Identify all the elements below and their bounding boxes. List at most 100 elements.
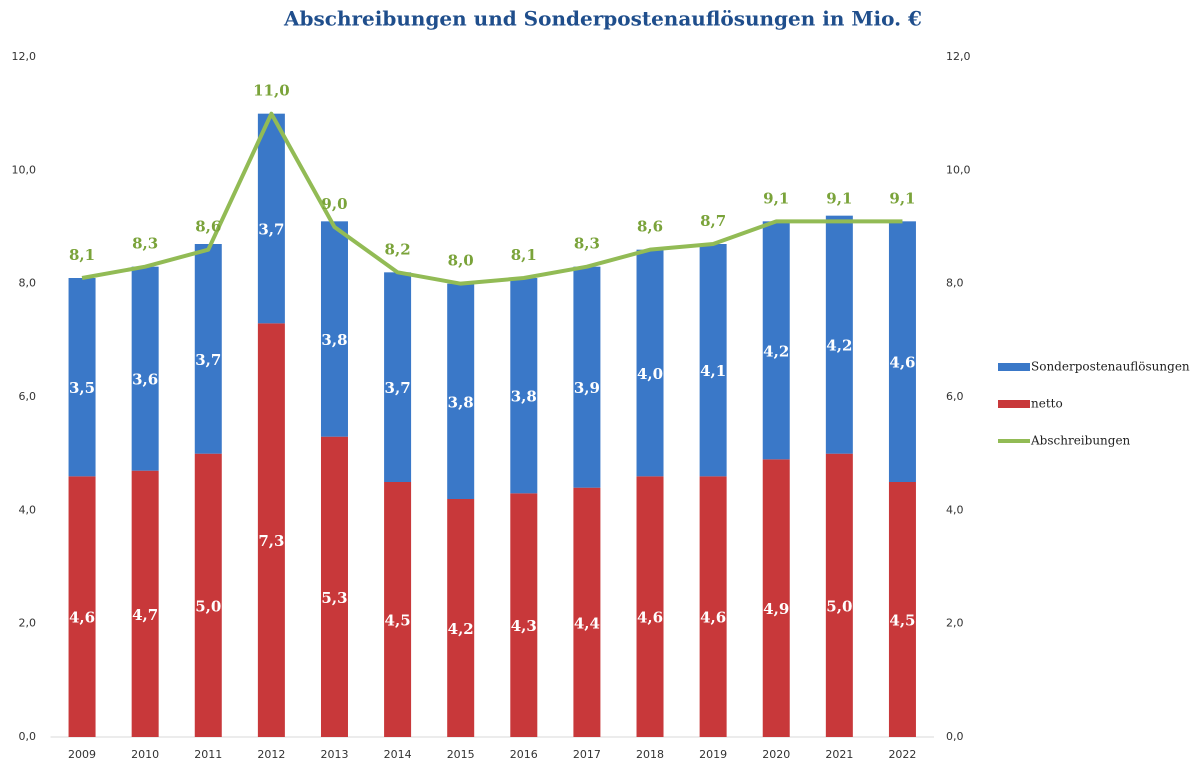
y2-tick-label: 8,0 — [946, 277, 964, 290]
line-value-label: 8,1 — [69, 246, 95, 264]
bar-value-label: 4,5 — [385, 612, 411, 630]
bar-segment — [447, 499, 475, 737]
bar-segment — [194, 453, 222, 737]
bar-value-label: 7,3 — [258, 532, 284, 550]
line-value-label: 8,1 — [511, 246, 537, 264]
legend-label: Sonderpostenauflösungen — [1031, 360, 1190, 374]
bar-value-label: 3,6 — [132, 371, 158, 389]
y-tick-label: 6,0 — [19, 390, 37, 403]
legend-swatch — [998, 363, 1030, 371]
bar-segment — [510, 493, 538, 737]
bar-segment — [573, 487, 601, 737]
bar-segment — [194, 244, 222, 454]
bar-value-label: 4,2 — [448, 620, 474, 638]
bar-value-label: 5,0 — [195, 597, 221, 615]
y-tick-label: 10,0 — [12, 163, 37, 176]
bar-segment — [257, 113, 285, 324]
line-value-label: 8,6 — [637, 218, 663, 236]
bar-segment — [888, 221, 916, 483]
line-value-label: 8,3 — [132, 235, 158, 253]
y2-tick-label: 6,0 — [946, 390, 964, 403]
bar-segment — [68, 476, 96, 737]
bar-segment — [447, 283, 475, 499]
bar-value-label: 3,8 — [321, 331, 347, 349]
legend-label: Abschreibungen — [1030, 434, 1131, 448]
x-tick-label: 2020 — [762, 748, 790, 761]
bar-value-label: 5,3 — [321, 589, 347, 607]
bar-segment — [320, 436, 348, 737]
bar-segment — [762, 221, 790, 460]
bar-value-label: 3,8 — [448, 393, 474, 411]
x-tick-label: 2013 — [320, 748, 348, 761]
line-value-label: 9,1 — [763, 189, 789, 207]
x-tick-label: 2018 — [636, 748, 664, 761]
bar-value-label: 4,7 — [132, 606, 158, 624]
bar-segment — [636, 249, 664, 477]
bar-value-label: 4,0 — [637, 365, 663, 383]
chart-title: Abschreibungen und Sonderpostenauflösung… — [283, 7, 922, 31]
x-tick-label: 2019 — [699, 748, 727, 761]
line-value-label: 8,6 — [195, 218, 221, 236]
bar-value-label: 3,8 — [511, 388, 537, 406]
line-value-label: 8,2 — [385, 240, 411, 258]
bar-segment — [131, 266, 159, 471]
x-tick-label: 2016 — [510, 748, 538, 761]
y2-tick-label: 2,0 — [946, 617, 964, 630]
x-tick-label: 2022 — [888, 748, 916, 761]
line — [81, 111, 903, 286]
bar-segment — [257, 323, 285, 737]
legend-label: netto — [1031, 397, 1063, 411]
bar-segment — [636, 476, 664, 737]
x-tick-label: 2010 — [131, 748, 159, 761]
y2-tick-label: 4,0 — [946, 503, 964, 516]
bar-segment — [699, 476, 727, 737]
bar-segment — [573, 266, 601, 488]
bar-value-label: 4,6 — [700, 609, 726, 627]
bar-segment — [888, 482, 916, 737]
bar-segment — [320, 221, 348, 437]
bar-value-label: 4,9 — [763, 600, 789, 618]
bar-value-label: 4,2 — [826, 337, 852, 355]
y-tick-label: 4,0 — [19, 503, 37, 516]
bar-value-label: 3,7 — [258, 221, 284, 239]
legend-swatch — [998, 400, 1030, 408]
y2-tick-label: 12,0 — [946, 50, 971, 63]
line-value-label: 9,1 — [889, 189, 915, 207]
bar-segment — [699, 244, 727, 477]
line-value-label: 9,0 — [321, 195, 347, 213]
bar-segment — [825, 453, 853, 737]
bar-value-label: 4,2 — [763, 342, 789, 360]
y-tick-label: 12,0 — [12, 50, 37, 63]
x-tick-label: 2009 — [68, 748, 96, 761]
x-tick-label: 2012 — [257, 748, 285, 761]
x-tick-label: 2017 — [573, 748, 601, 761]
bar-value-label: 4,6 — [637, 609, 663, 627]
bar-value-label: 4,6 — [69, 609, 95, 627]
line-value-label: 9,1 — [826, 189, 852, 207]
y-tick-label: 8,0 — [19, 277, 37, 290]
line-value-label: 8,7 — [700, 212, 726, 230]
bar-segment — [384, 482, 412, 737]
bar-segment — [131, 470, 159, 737]
line-value-label: 8,0 — [448, 252, 474, 270]
bar-value-label: 4,4 — [574, 614, 600, 632]
line-value-label: 11,0 — [253, 82, 290, 100]
x-tick-label: 2014 — [384, 748, 412, 761]
bar-value-label: 4,6 — [889, 354, 915, 372]
bar-value-label: 5,0 — [826, 597, 852, 615]
bar-value-label: 3,7 — [385, 379, 411, 397]
x-tick-label: 2015 — [447, 748, 475, 761]
bar-value-label: 3,7 — [195, 351, 221, 369]
y-tick-label: 2,0 — [19, 617, 37, 630]
y-tick-label: 0,0 — [19, 730, 37, 743]
bar-segment — [762, 459, 790, 737]
bar-value-label: 4,1 — [700, 362, 726, 380]
bar-value-label: 4,5 — [889, 612, 915, 630]
bar-value-label: 4,3 — [511, 617, 537, 635]
x-tick-label: 2011 — [194, 748, 222, 761]
bar-segment — [825, 215, 853, 454]
bar-segment — [68, 278, 96, 477]
x-tick-label: 2021 — [825, 748, 853, 761]
bar-segment — [510, 278, 538, 494]
